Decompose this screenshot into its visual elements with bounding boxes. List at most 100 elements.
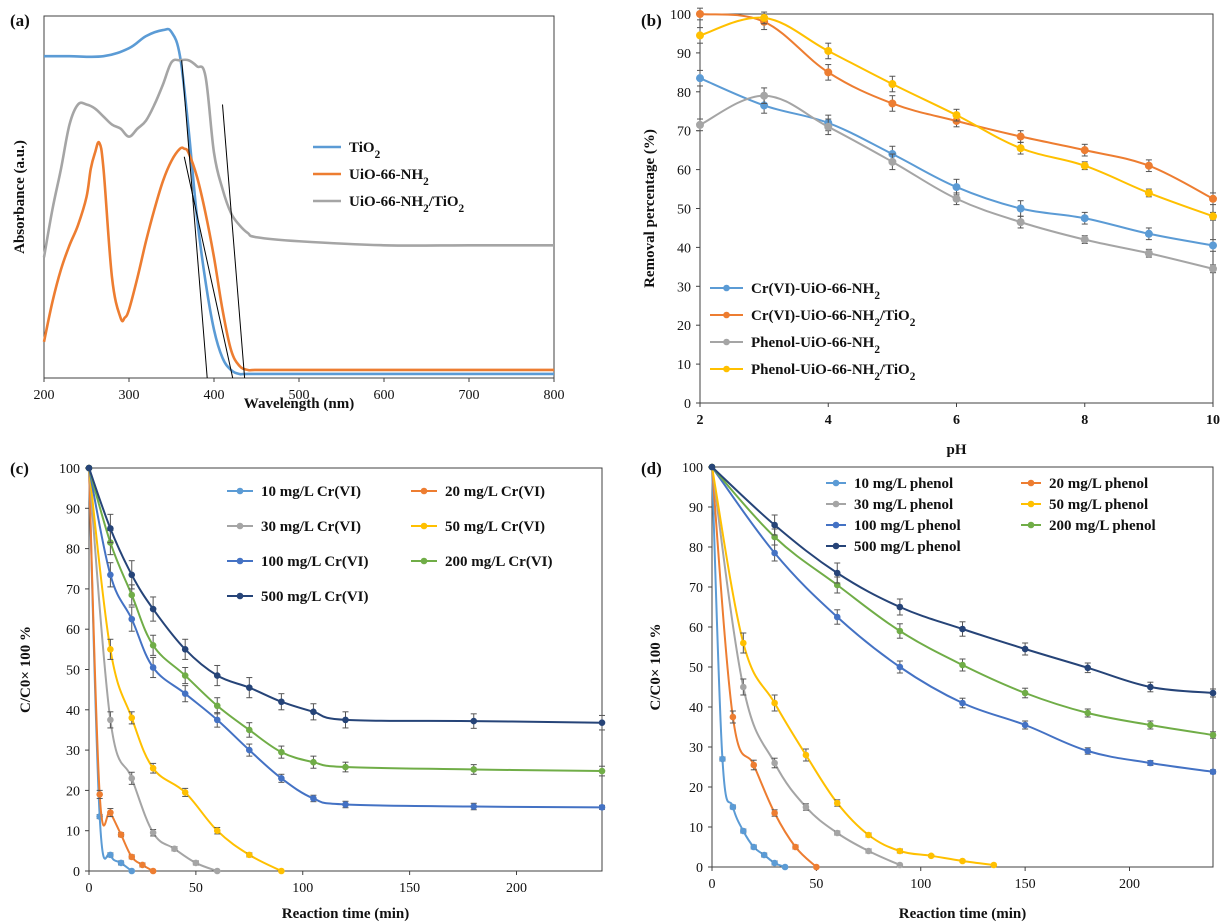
- legend-swatch-marker: [832, 479, 840, 487]
- data-point: [246, 726, 253, 734]
- legend-label: 500 mg/L phenol: [854, 539, 961, 555]
- data-point: [824, 122, 833, 131]
- data-point: [771, 699, 778, 707]
- y-tick-label: 10: [677, 358, 691, 373]
- y-axis-title: C/C0× 100 %: [648, 624, 664, 711]
- data-point: [1209, 768, 1217, 776]
- y-tick-label: 20: [689, 781, 703, 796]
- y-tick-label: 10: [689, 821, 703, 836]
- data-point: [171, 845, 178, 853]
- data-point: [696, 10, 704, 18]
- data-point: [952, 183, 961, 192]
- y-tick-label: 40: [66, 704, 80, 719]
- legend: 10 mg/L phenol 20 mg/L phenol 30 mg/L phen…: [826, 476, 1156, 555]
- x-tick-label: 0: [86, 881, 93, 896]
- data-point: [107, 851, 114, 859]
- series-line: [42, 58, 554, 258]
- y-tick-label: 0: [73, 865, 80, 880]
- y-tick-label: 0: [696, 861, 703, 876]
- data-point: [802, 751, 810, 759]
- data-point: [107, 571, 114, 579]
- data-point: [598, 767, 606, 775]
- data-point: [1084, 664, 1092, 672]
- y-axis-title: C/C0× 100 %: [18, 626, 34, 713]
- y-tick-label: 80: [677, 86, 691, 101]
- legend-swatch-marker: [236, 487, 244, 495]
- panel-label: (a): [10, 11, 30, 30]
- x-tick-label: 100: [910, 877, 931, 892]
- legend-label: 200 mg/L phenol: [1049, 518, 1156, 534]
- data-point: [213, 827, 221, 834]
- legend-label: 50 mg/L phenol: [1049, 497, 1148, 513]
- data-point: [1147, 721, 1154, 729]
- data-point: [781, 863, 789, 871]
- legend-label: 10 mg/L phenol: [854, 476, 953, 492]
- data-point: [278, 698, 285, 706]
- data-point: [128, 591, 136, 599]
- data-point: [896, 861, 904, 869]
- y-tick-label: 70: [689, 581, 703, 596]
- data-point: [760, 851, 768, 859]
- data-point: [470, 803, 478, 810]
- y-tick-label: 90: [689, 501, 703, 516]
- y-tick-label: 20: [677, 319, 691, 334]
- data-point: [896, 603, 904, 611]
- data-point: [128, 853, 136, 861]
- chart-panel-d: (d) 0 50 100 150 200 0 10 20 30 40 50 60 70 80 90 100 Rea…: [641, 459, 1217, 922]
- data-point: [128, 714, 136, 722]
- x-tick-label: 4: [825, 413, 832, 428]
- data-point: [181, 646, 189, 653]
- series-tangent-2: [183, 156, 234, 379]
- data-point: [952, 194, 961, 203]
- legend-label: 500 mg/L Cr(VI): [261, 589, 369, 605]
- y-tick-label: 100: [682, 461, 703, 476]
- data-point: [708, 463, 716, 471]
- x-tick-label: 600: [374, 388, 395, 403]
- series-Cr(VI)-UiO-66-NH2/TiO2: [696, 7, 1217, 206]
- data-point: [107, 809, 114, 816]
- data-point: [896, 627, 904, 635]
- data-point: [1209, 731, 1217, 739]
- data-point: [1144, 188, 1153, 197]
- x-tick-label: 150: [1015, 877, 1036, 892]
- data-point: [750, 761, 758, 769]
- y-tick-label: 50: [66, 664, 80, 679]
- data-point: [1147, 759, 1154, 767]
- data-point: [729, 713, 737, 721]
- data-point: [310, 758, 317, 766]
- legend-label: Phenol-UiO-66-NH2/TiO2: [751, 362, 916, 383]
- legend-label: 100 mg/L phenol: [854, 518, 961, 534]
- x-tick-label: 800: [544, 388, 565, 403]
- data-point: [278, 775, 285, 782]
- series-200 mg/L Cr(VI): [85, 464, 606, 777]
- data-point: [128, 775, 136, 782]
- y-tick-label: 100: [670, 8, 691, 23]
- data-point: [1080, 146, 1089, 155]
- legend-label: Phenol-UiO-66-NH2: [751, 335, 880, 356]
- data-point: [1209, 689, 1217, 697]
- x-tick-label: 400: [204, 388, 225, 403]
- x-tick-label: 150: [399, 881, 420, 896]
- legend-label: TiO2: [349, 140, 381, 161]
- legend-swatch-marker: [723, 311, 730, 319]
- legend-swatch-marker: [723, 338, 730, 346]
- y-tick-label: 90: [66, 502, 80, 517]
- data-point: [888, 80, 897, 89]
- data-point: [833, 829, 841, 837]
- data-point: [310, 795, 317, 802]
- data-point: [896, 847, 904, 855]
- data-point: [1209, 212, 1217, 221]
- chart-panel-a: (a) 200 300 400 500 600 700 800 Wavelength (nm) A…: [10, 11, 565, 412]
- legend-label: 10 mg/L Cr(VI): [261, 484, 361, 500]
- y-tick-label: 30: [66, 744, 80, 759]
- legend-swatch-marker: [236, 557, 244, 565]
- data-point: [1209, 194, 1217, 203]
- data-point: [139, 861, 146, 869]
- data-point: [1084, 747, 1092, 755]
- y-tick-label: 30: [677, 280, 691, 295]
- x-tick-label: 500: [289, 388, 310, 403]
- x-axis-title: pH: [946, 442, 966, 458]
- data-point: [927, 852, 935, 860]
- x-tick-label: 8: [1081, 413, 1088, 428]
- legend-label: 200 mg/L Cr(VI): [445, 554, 553, 570]
